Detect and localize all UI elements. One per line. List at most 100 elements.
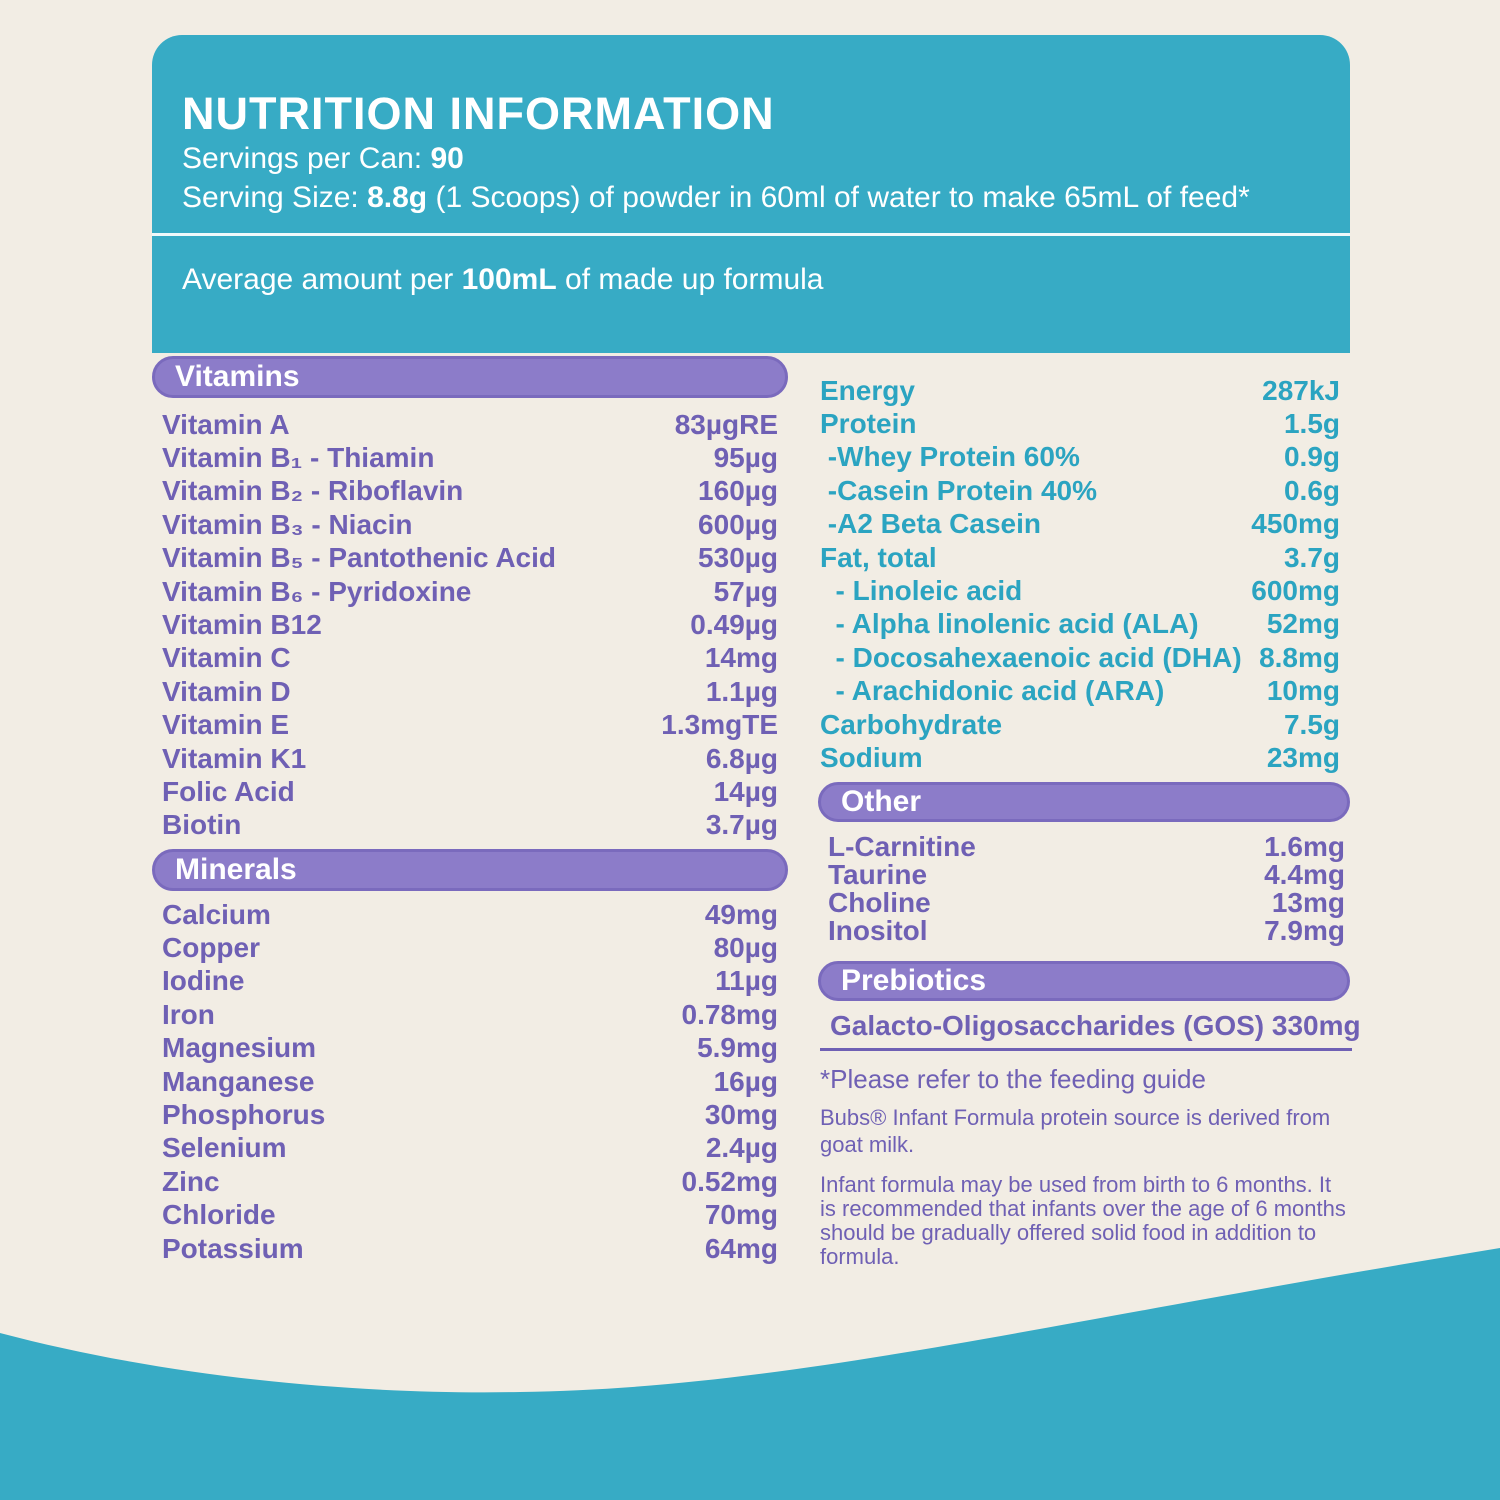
nutrient-value: 52mg [1266,608,1340,640]
serving-size-label: Serving Size: [182,181,368,214]
nutrient-label: -A2 Beta Casein [820,508,1041,540]
nutrient-value: 16µg [713,1065,778,1097]
nutrient-label: Potassium [162,1232,304,1264]
nutrient-label: Vitamin B₂ - Riboflavin [162,475,464,507]
nutrient-row: Chloride 70mg [162,1199,778,1232]
feeding-guide-footnote: *Please refer to the feeding guide [820,1064,1206,1094]
serving-size-description: (1 Scoops) of powder in 60ml of water to… [427,181,1250,214]
servings-per-can-line: Servings per Can: 90 [182,142,464,175]
nutrient-label: Vitamin B₁ - Thiamin [162,442,435,474]
nutrient-row: -A2 Beta Casein 450mg [820,508,1340,541]
nutrient-label: Carbohydrate [820,708,1003,740]
nutrient-label: - Docosahexaenoic acid (DHA) [820,641,1242,673]
average-volume: 100mL [461,263,557,296]
nutrient-row: Vitamin B₂ - Riboflavin 160µg [162,475,778,508]
nutrient-value: 80µg [713,932,778,964]
nutrient-row: Carbohydrate 7.5g [820,708,1340,741]
prebiotics-gos-line: Galacto-Oligosaccharides (GOS) 330mg [830,1010,1361,1041]
vitamins-section-title: Vitamins [175,360,300,393]
nutrient-row: Magnesium 5.9mg [162,1032,778,1065]
prebiotics-section-bar: Prebiotics [818,961,1350,1001]
nutrient-row: Vitamin C 14mg [162,642,778,675]
nutrient-value: 49mg [704,898,778,930]
nutrient-value: 3.7g [1283,541,1340,573]
nutrient-row: Inositol 7.9mg [828,915,1345,946]
header-panel: NUTRITION INFORMATION Servings per Can: … [152,35,1350,353]
serving-size-line: Serving Size: 8.8g (1 Scoops) of powder … [182,181,1250,214]
nutrient-label: Calcium [162,898,271,930]
nutrient-row: Vitamin D 1.1µg [162,675,778,708]
nutrient-label: Iodine [162,965,245,997]
nutrient-row: -Whey Protein 60% 0.9g [820,441,1340,474]
nutrient-value: 600µg [698,508,778,540]
nutrient-value: 14µg [713,775,778,807]
bottom-wave-decoration [0,1248,1500,1500]
average-suffix: of made up formula [556,263,824,296]
nutrient-value: 0.9g [1283,441,1340,473]
nutrient-label: Selenium [162,1132,287,1164]
nutrient-value: 11µg [715,965,778,997]
nutrient-value: 8.8mg [1259,641,1340,673]
nutrient-value: 70mg [704,1199,778,1231]
nutrient-row: -Casein Protein 40% 0.6g [820,474,1340,507]
minerals-section-title: Minerals [175,853,297,886]
nutrient-label: L-Carnitine [828,831,976,862]
nutrient-value: 600mg [1251,575,1340,607]
nutrient-row: - Arachidonic acid (ARA) 10mg [820,675,1340,708]
nutrient-label: Choline [828,887,931,918]
header-divider [152,233,1350,236]
usage-footnote: Infant formula may be used from birth to… [820,1172,1346,1269]
nutrient-label: -Casein Protein 40% [820,474,1097,506]
nutrient-value: 3.7µg [705,809,778,841]
nutrient-value: 0.6g [1283,474,1340,506]
nutrient-label: Vitamin B₃ - Niacin [162,508,413,540]
nutrient-value: 2.4µg [705,1132,778,1164]
nutrient-row: Phosphorus 30mg [162,1098,778,1131]
nutrient-row: Vitamin B12 0.49µg [162,608,778,641]
nutrient-value: 7.5g [1283,708,1340,740]
nutrient-value: 287kJ [1262,374,1340,406]
average-prefix: Average amount per [182,263,462,296]
nutrient-row: Iodine 11µg [162,965,778,998]
nutrient-label: Vitamin B₆ - Pyridoxine [162,575,472,607]
nutrient-row: Vitamin A 83µgRE [162,408,778,441]
nutrient-value: 30mg [704,1099,778,1131]
nutrient-label: Vitamin D [162,675,291,707]
nutrient-value: 0.49µg [690,609,778,641]
nutrient-row: Vitamin B₆ - Pyridoxine 57µg [162,575,778,608]
nutrient-label: - Alpha linolenic acid (ALA) [820,608,1199,640]
nutrient-label: - Linoleic acid [820,575,1023,607]
nutrient-row: Taurine 4.4mg [828,859,1345,890]
nutrient-label: Folic Acid [162,775,295,807]
nutrient-value: 5.9mg [697,1032,778,1064]
minerals-list: Calcium 49mg Copper 80µg Iodine 11µg Iro… [162,898,778,1265]
nutrient-label: Taurine [828,859,928,890]
nutrient-row: - Linoleic acid 600mg [820,574,1340,607]
nutrient-label: - Arachidonic acid (ARA) [820,675,1165,707]
nutrient-value: 0.52mg [681,1165,779,1197]
nutrient-value: 1.6mg [1264,831,1345,862]
protein-source-footnote: Bubs® Infant Formula protein source is d… [820,1105,1331,1157]
nutrient-value: 64mg [704,1232,778,1264]
nutrient-row: Sodium 23mg [820,741,1340,774]
nutrient-value: 14mg [704,642,778,674]
nutrient-value: 1.5g [1283,408,1340,440]
nutrient-label: Inositol [828,915,928,946]
servings-label: Servings per Can: [182,142,431,175]
nutrient-row: Folic Acid 14µg [162,775,778,808]
nutrient-label: Fat, total [820,541,937,573]
nutrient-label: Vitamin B12 [162,609,322,641]
nutrient-row: Selenium 2.4µg [162,1132,778,1165]
nutrient-label: Iron [162,998,215,1030]
nutrient-value: 530µg [698,542,778,574]
page-title: NUTRITION INFORMATION [182,88,775,139]
nutrient-row: Copper 80µg [162,931,778,964]
vitamins-list: Vitamin A 83µgRE Vitamin B₁ - Thiamin 95… [162,408,778,842]
prebiotics-section-title: Prebiotics [841,964,987,997]
nutrient-value: 95µg [713,442,778,474]
nutrient-value: 1.1µg [705,675,778,707]
nutrient-row: Vitamin B₁ - Thiamin 95µg [162,441,778,474]
nutrient-label: -Whey Protein 60% [820,441,1080,473]
nutrient-row: Vitamin K1 6.8µg [162,742,778,775]
